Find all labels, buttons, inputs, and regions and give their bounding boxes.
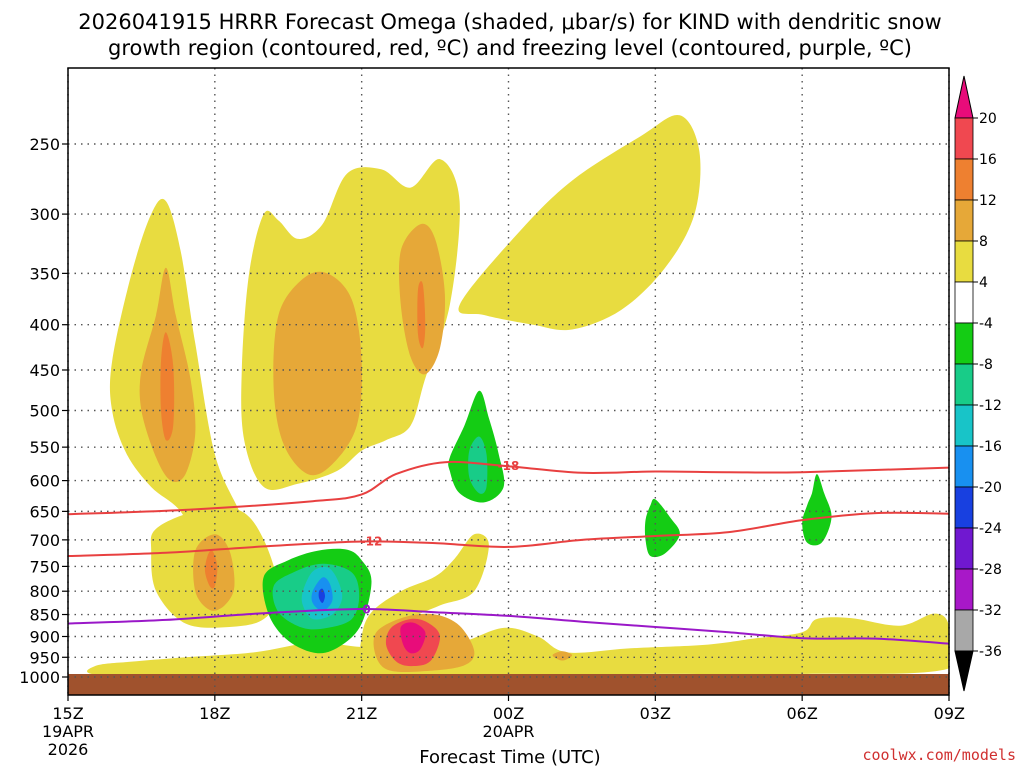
colorbar-label-12: 12 <box>979 193 997 209</box>
watermark: coolwx.com/models <box>862 746 1016 764</box>
colorbar-label-20: 20 <box>979 111 997 127</box>
ground-surface <box>68 674 949 695</box>
x-tick-label-21Z: 21Z <box>346 704 377 723</box>
colorbar: 20 16 12 8 4 -4 -8 -12 -16 -20 -24 -28 -32 -36 <box>954 75 1002 692</box>
x-axis-label: Forecast Time (UTC) <box>419 747 600 768</box>
colorbar-label-16: 16 <box>979 152 997 168</box>
y-axis: 250 300 350 400 450 500 550 600 650 700 750 800 850 9… <box>19 135 68 687</box>
colorbar-label--36: -36 <box>979 644 1002 660</box>
x-tick-date-20APR: 20APR <box>482 722 534 741</box>
x-tick-label-09Z: 09Z <box>934 704 965 723</box>
contour-freezing-level-0 <box>67 607 950 645</box>
shade-orange-upper-b <box>273 271 362 476</box>
y-tick-label-900: 900 <box>29 627 60 646</box>
y-tick-label-650: 650 <box>29 502 60 521</box>
y-tick-label-500: 500 <box>29 402 60 421</box>
x-tick-label-18Z: 18Z <box>199 704 230 723</box>
y-tick-label-800: 800 <box>29 582 60 601</box>
y-tick-label-700: 700 <box>29 531 60 550</box>
shade-darkblue-big <box>318 588 325 604</box>
x-tick-label-06Z: 06Z <box>787 704 818 723</box>
colorbar-bin-16 <box>954 158 974 201</box>
shade-darkorange-upper-c <box>417 281 426 349</box>
colorbar-label--32: -32 <box>979 603 1002 619</box>
y-tick-label-1000: 1000 <box>19 668 60 687</box>
y-tick-label-450: 450 <box>29 361 60 380</box>
colorbar-bin--4 <box>954 322 974 365</box>
contour-dgz-minus18 <box>67 460 950 516</box>
contour-lines: -18 -12 0 <box>67 459 950 645</box>
colorbar-bin--20 <box>954 486 974 529</box>
colorbar-label--8: -8 <box>979 357 993 373</box>
shade-orange-spot <box>552 651 573 661</box>
y-tick-label-950: 950 <box>29 648 60 667</box>
colorbar-label--16: -16 <box>979 439 1002 455</box>
colorbar-bin--28 <box>954 568 974 611</box>
plot-area: -18 -12 0 <box>67 67 950 696</box>
colorbar-bin-12 <box>954 199 974 242</box>
y-tick-label-400: 400 <box>29 316 60 335</box>
colorbar-bottom-arrow <box>954 650 974 692</box>
colorbar-bin-4 <box>954 281 974 324</box>
x-tick-label-00Z: 00Z <box>493 704 524 723</box>
chart-title-line2: growth region (contoured, red, ºC) and f… <box>108 36 912 60</box>
y-tick-label-550: 550 <box>29 438 60 457</box>
colorbar-label--20: -20 <box>979 480 1002 496</box>
shade-yellow-low <box>87 613 949 676</box>
y-tick-label-600: 600 <box>29 472 60 491</box>
y-tick-label-850: 850 <box>29 606 60 625</box>
colorbar-top-arrow <box>954 75 974 119</box>
colorbar-bin--12 <box>954 404 974 447</box>
shade-darkorange-mid <box>204 550 218 589</box>
colorbar-bin--16 <box>954 445 974 488</box>
y-tick-label-300: 300 <box>29 205 60 224</box>
contour-label-dgz-minus12: -12 <box>361 535 383 549</box>
shade-green-right-b <box>802 474 832 546</box>
shade-green-right-a <box>644 498 680 558</box>
contour-label-dgz-minus18: -18 <box>498 459 520 473</box>
colorbar-label--24: -24 <box>979 521 1002 537</box>
colorbar-bin--8 <box>954 363 974 406</box>
colorbar-label--12: -12 <box>979 398 1002 414</box>
contour-dgz-minus12 <box>67 511 950 557</box>
colorbar-bin-8 <box>954 240 974 283</box>
contour-label-freezing-level-0: 0 <box>362 602 370 616</box>
shade-darkorange-upper-a <box>160 332 175 441</box>
shade-magenta-low <box>400 622 426 654</box>
shade-yellow-upper-c <box>458 114 701 331</box>
colorbar-bin--24 <box>954 527 974 570</box>
y-tick-label-250: 250 <box>29 135 60 154</box>
colorbar-label-8: 8 <box>979 234 988 250</box>
y-tick-label-750: 750 <box>29 557 60 576</box>
x-tick-date-19APR: 19APR <box>42 722 94 741</box>
x-tick-label-15Z: 15Z <box>52 704 83 723</box>
colorbar-label--28: -28 <box>979 562 1002 578</box>
shade-teal-upper <box>468 436 488 494</box>
colorbar-label-4: 4 <box>979 275 988 291</box>
colorbar-bin-20 <box>954 117 974 160</box>
x-tick-year-2026: 2026 <box>48 740 89 759</box>
colorbar-label--4: -4 <box>979 316 993 332</box>
chart-title-line1: 2026041915 HRRR Forecast Omega (shaded, … <box>78 10 941 34</box>
y-tick-label-350: 350 <box>29 264 60 283</box>
x-tick-label-03Z: 03Z <box>640 704 671 723</box>
colorbar-bin--32 <box>954 609 974 652</box>
